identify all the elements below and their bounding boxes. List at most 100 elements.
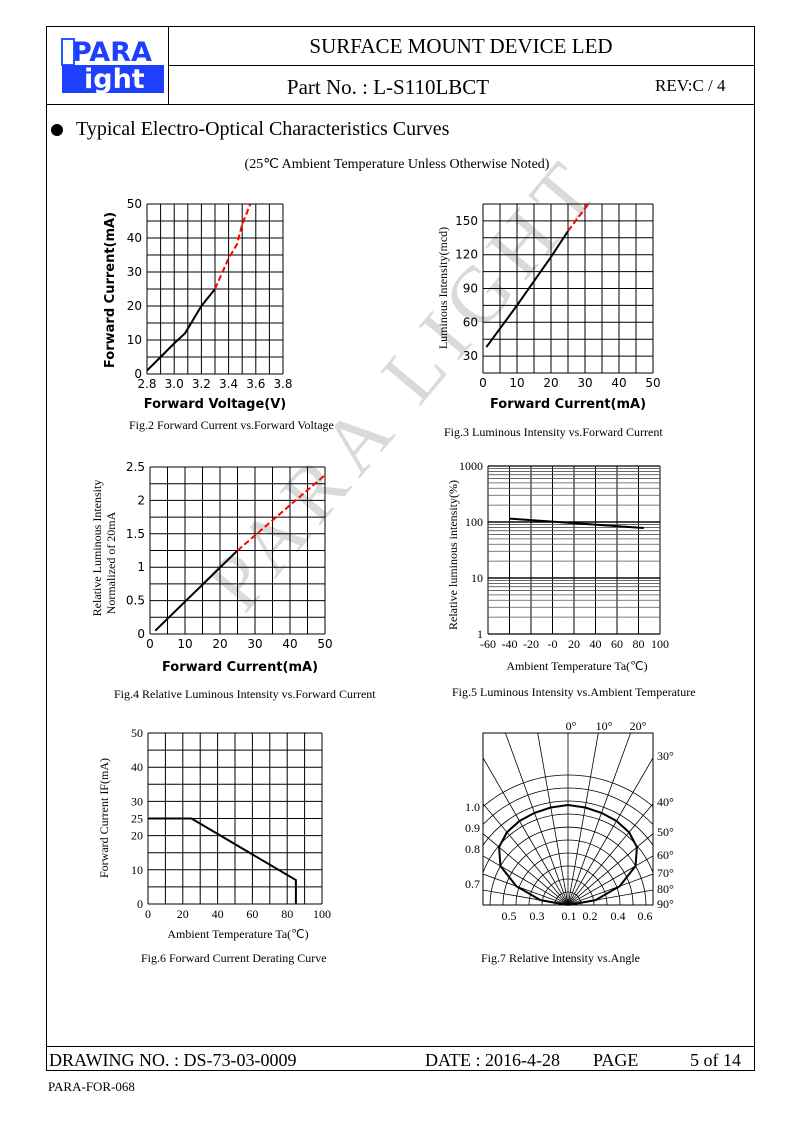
section-title: Typical Electro-Optical Characteristics … bbox=[76, 118, 450, 140]
fig6-ytick: 20 bbox=[131, 829, 143, 843]
fig7-left-label: 0.9 bbox=[465, 821, 480, 835]
fig3-grid bbox=[482, 203, 654, 374]
fig4-xtick: 20 bbox=[212, 637, 227, 651]
intensity-ring bbox=[515, 852, 621, 905]
fig2-grid bbox=[146, 203, 284, 375]
para-light-logo: PARA ight bbox=[61, 37, 164, 93]
fig2-xtick: 3.2 bbox=[192, 377, 211, 391]
fig3-ytick: 60 bbox=[463, 315, 478, 329]
fig2-xtick: 3.8 bbox=[273, 377, 292, 391]
fig2-xtick: 3.0 bbox=[165, 377, 184, 391]
logo-divider bbox=[168, 26, 169, 104]
fig3-ytick: 150 bbox=[455, 214, 478, 228]
fig2-xtick: 3.6 bbox=[246, 377, 265, 391]
intensity-ring bbox=[554, 891, 582, 905]
fig2-xlabel: Forward Voltage(V) bbox=[144, 397, 287, 412]
fig5-ytick: 100 bbox=[465, 515, 483, 529]
fig6-xtick: 100 bbox=[313, 907, 331, 921]
fig4-series-measured bbox=[154, 549, 239, 632]
intensity-ring bbox=[489, 826, 647, 905]
fig7-angle-label: 70° bbox=[657, 866, 674, 880]
fig3-xtick: 50 bbox=[645, 376, 660, 390]
fig6-ytick: 25 bbox=[131, 812, 143, 826]
fig3-xtick: 20 bbox=[543, 376, 558, 390]
fig6-xtick: 20 bbox=[177, 907, 189, 921]
drawing-number: DRAWING NO. : DS-73-03-0009 bbox=[49, 1050, 297, 1070]
fig7-angle-label: 90° bbox=[657, 897, 674, 911]
fig4-xlabel: Forward Current(mA) bbox=[162, 660, 318, 675]
fig3-ylabel: Luminous Intensity(mcd) bbox=[436, 227, 450, 349]
fig6-xlabel: Ambient Temperature Ta(℃) bbox=[167, 927, 308, 941]
fig7-bottom-label: 0.3 bbox=[530, 909, 545, 923]
part-number: Part No. : L-S110LBCT bbox=[286, 75, 490, 99]
fig7-angle-label: 30° bbox=[657, 749, 674, 763]
fig4-xtick: 0 bbox=[146, 637, 154, 651]
fig4-series-extrapolated bbox=[236, 474, 326, 552]
fig6-xtick: 80 bbox=[281, 907, 293, 921]
section-note: (25℃ Ambient Temperature Unless Otherwis… bbox=[244, 157, 550, 172]
fig7-left-label: 1.0 bbox=[465, 800, 480, 814]
fig6-xtick: 40 bbox=[212, 907, 224, 921]
fig4-ylabel: Relative Luminous Intensity bbox=[90, 480, 104, 617]
radial-line bbox=[567, 873, 653, 905]
fig5-xtick: 100 bbox=[651, 637, 669, 651]
fig4-xtick: 50 bbox=[317, 637, 332, 651]
fig4-ytick: 1 bbox=[137, 560, 145, 574]
fig2-series-extrapolated bbox=[214, 203, 252, 290]
fig5-xlabel: Ambient Temperature Ta(℃) bbox=[506, 659, 647, 673]
fig5-caption: Fig.5 Luminous Intensity vs.Ambient Temp… bbox=[452, 685, 696, 699]
fig5-xtick: 40 bbox=[590, 637, 602, 651]
fig4-ytick: 0.5 bbox=[126, 594, 145, 608]
fig5-xtick: 60 bbox=[611, 637, 623, 651]
radial-line bbox=[567, 855, 653, 905]
fig7-caption: Fig.7 Relative Intensity vs.Angle bbox=[481, 951, 640, 965]
fig3-xtick: 30 bbox=[577, 376, 592, 390]
fig3-ytick: 30 bbox=[463, 349, 478, 363]
fig4-ytick: 0 bbox=[137, 627, 145, 641]
fig2-series-measured bbox=[146, 288, 216, 372]
fig3-xlabel: Forward Current(mA) bbox=[490, 397, 646, 412]
fig5-ytick: 1000 bbox=[459, 459, 483, 473]
fig7-angle-label: 40° bbox=[657, 795, 674, 809]
fig7-angle-label: 20° bbox=[630, 719, 647, 733]
fig6-series-derating bbox=[148, 817, 297, 904]
fig2-ytick: 30 bbox=[127, 265, 142, 279]
fig4-ytick: 1.5 bbox=[126, 527, 145, 541]
fig6-ytick: 10 bbox=[131, 863, 143, 877]
fig2-caption: Fig.2 Forward Current vs.Forward Voltage bbox=[129, 418, 334, 432]
page-number: 5 of 14 bbox=[690, 1050, 741, 1070]
fig3-caption: Fig.3 Luminous Intensity vs.Forward Curr… bbox=[444, 425, 663, 439]
intensity-ring bbox=[483, 787, 653, 826]
fig6-ytick: 0 bbox=[137, 897, 143, 911]
fig6-ytick: 40 bbox=[131, 760, 143, 774]
date: DATE : 2016-4-28 bbox=[425, 1050, 560, 1070]
document-title: SURFACE MOUNT DEVICE LED bbox=[309, 34, 613, 58]
fig2-xtick: 2.8 bbox=[137, 377, 156, 391]
fig5-xtick: -0 bbox=[548, 637, 558, 651]
fig4-ytick: 2.5 bbox=[126, 460, 145, 474]
radial-line bbox=[483, 873, 569, 905]
bullet-icon bbox=[51, 124, 63, 136]
fig2-ytick: 10 bbox=[127, 333, 142, 347]
intensity-ring bbox=[483, 774, 653, 808]
fig2-ytick: 20 bbox=[127, 299, 142, 313]
fig6-xtick: 60 bbox=[246, 907, 258, 921]
fig5-ytick: 1 bbox=[477, 627, 483, 641]
fig7-angle-label: 10° bbox=[596, 719, 613, 733]
fig5-grid bbox=[487, 465, 661, 635]
fig7-angle-label: 50° bbox=[657, 825, 674, 839]
fig7-angle-label: 80° bbox=[657, 882, 674, 896]
fig3-series-measured bbox=[485, 230, 569, 348]
fig7-intensity-curve bbox=[498, 803, 638, 906]
footer-divider bbox=[46, 1046, 755, 1047]
fig5-xtick: 80 bbox=[633, 637, 645, 651]
fig7-bottom-label: 0.6 bbox=[638, 909, 653, 923]
fig7-angle-label: 60° bbox=[657, 848, 674, 862]
fig5-ytick: 10 bbox=[471, 571, 483, 585]
fig3-xtick: 40 bbox=[611, 376, 626, 390]
fig5-xtick: 20 bbox=[568, 637, 580, 651]
svg-text:ight: ight bbox=[84, 64, 145, 93]
fig6-grid bbox=[147, 732, 323, 905]
fig6-ytick: 50 bbox=[131, 726, 143, 740]
